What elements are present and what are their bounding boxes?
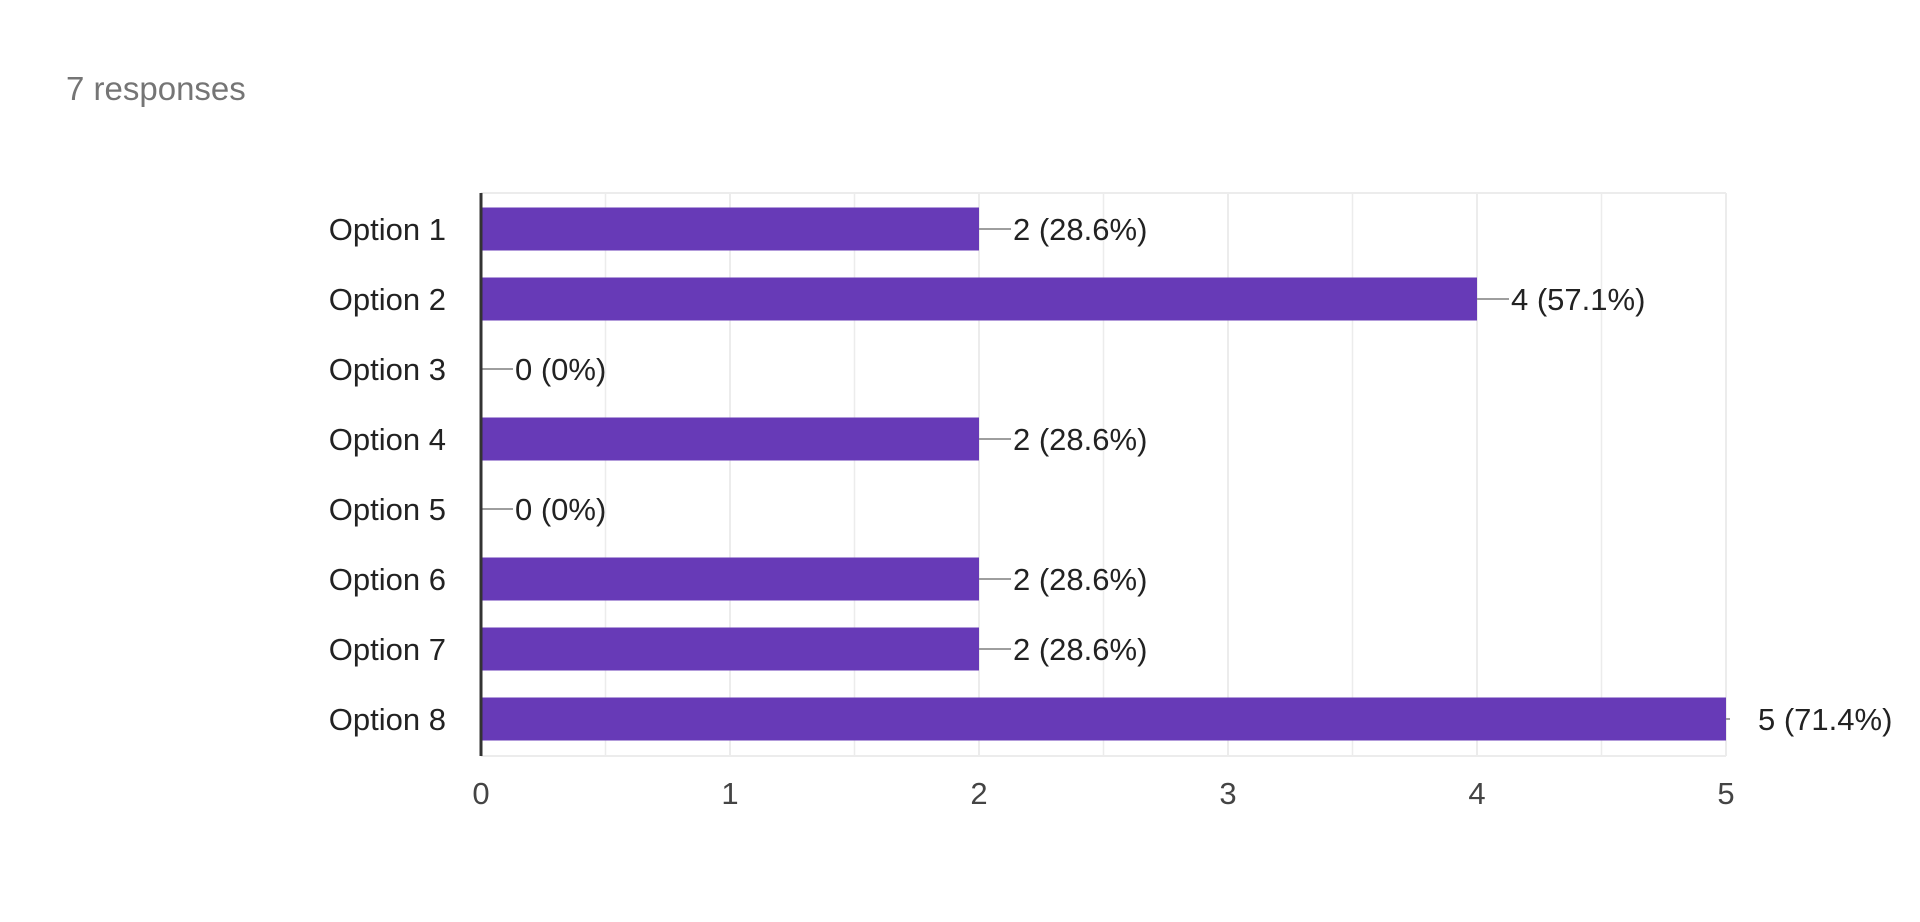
category-label: Option 7 [329,632,446,667]
gridlines [481,192,1727,757]
data-label: 2 (28.6%) [1013,212,1147,247]
data-label: 5 (71.4%) [1758,702,1892,737]
bar [481,277,1477,321]
data-label: 4 (57.1%) [1511,282,1645,317]
leader-lines [481,228,1730,720]
labels: 2 (28.6%) Option 1 4 (57.1%) Option 2 0 (0%)… [329,212,1893,811]
data-label: 2 (28.6%) [1013,632,1147,667]
category-label: Option 4 [329,422,446,457]
x-tick-label: 1 [721,776,738,811]
bar [481,207,979,251]
response-count: 7 responses [66,70,246,107]
data-label: 0 (0%) [515,492,606,527]
x-tick-label: 4 [1468,776,1485,811]
category-label: Option 1 [329,212,446,247]
category-label: Option 6 [329,562,446,597]
category-label: Option 3 [329,352,446,387]
x-tick-label: 2 [970,776,987,811]
category-label: Option 5 [329,492,446,527]
category-label: Option 8 [329,702,446,737]
bar [481,627,979,671]
data-label: 2 (28.6%) [1013,422,1147,457]
bars [481,207,1726,741]
x-tick-label: 5 [1717,776,1734,811]
bar [481,697,1726,741]
bar [481,417,979,461]
data-label: 0 (0%) [515,352,606,387]
x-tick-label: 3 [1219,776,1236,811]
x-tick-label: 0 [472,776,489,811]
bar [481,557,979,601]
data-label: 2 (28.6%) [1013,562,1147,597]
category-label: Option 2 [329,282,446,317]
